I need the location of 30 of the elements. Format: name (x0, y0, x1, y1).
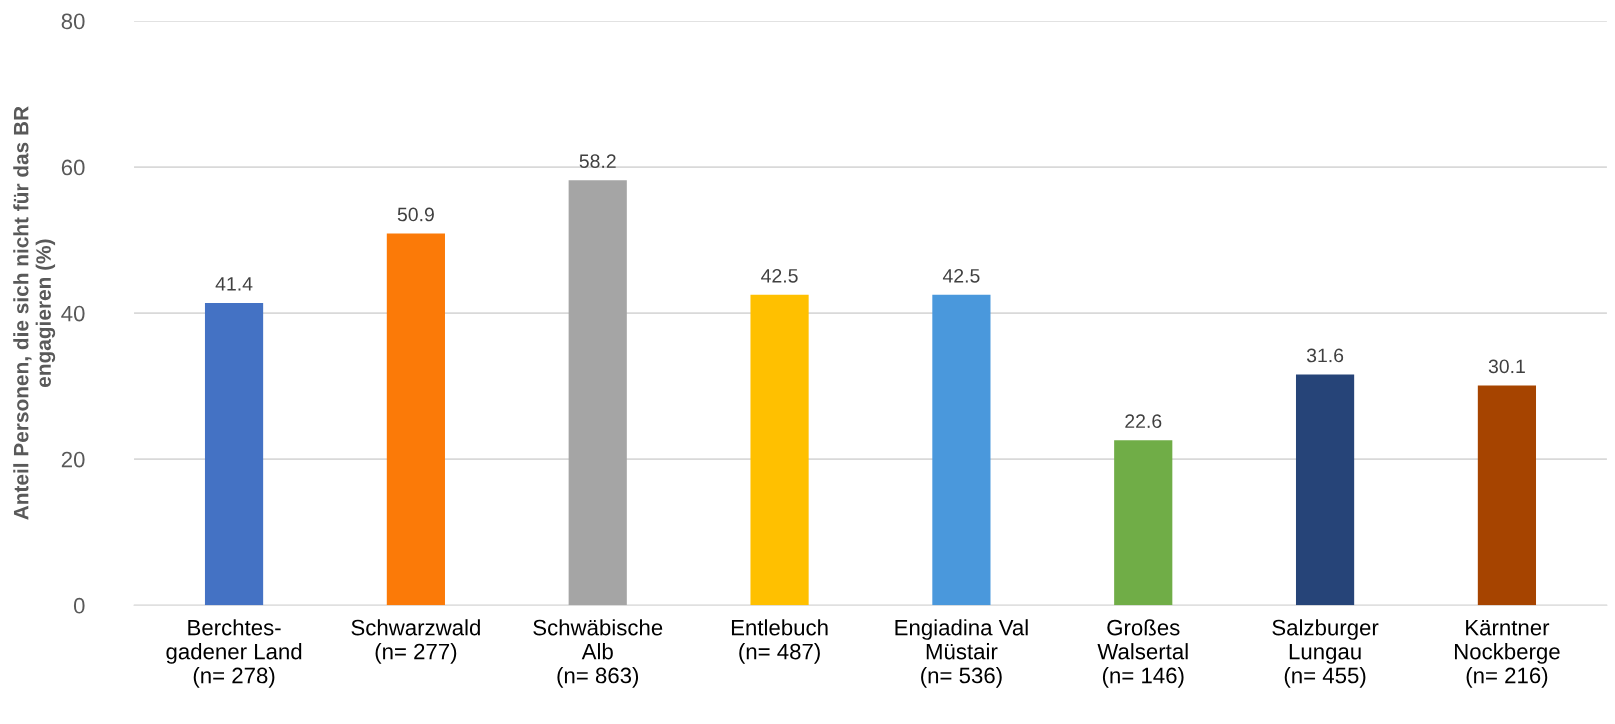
data-label: 50.9 (397, 207, 434, 222)
y-axis-title: Anteil Personen, die sich nicht für das BR engagieren (%) (13, 106, 56, 520)
bar (1295, 374, 1355, 606)
data-label: 30.1 (1488, 359, 1525, 374)
y-tick-label: 40 (61, 305, 85, 322)
x-tick-label: Schwarzwald (n= 277) (351, 619, 480, 664)
x-tick-label: Schwäbische Alb (n= 863) (533, 619, 663, 688)
x-tick-label: Entlebuch (n= 487) (731, 619, 828, 664)
x-tick-label: Engiadina Val Müstair (n= 536) (895, 619, 1028, 688)
bar (568, 180, 627, 606)
data-label: 58.2 (579, 154, 616, 169)
bar (932, 294, 991, 606)
data-label: 22.6 (1125, 414, 1162, 429)
bar (204, 302, 264, 606)
bar (750, 294, 809, 606)
x-tick-label: Kärntner Nockberge (n= 216) (1455, 619, 1560, 688)
y-tick-label: 60 (61, 159, 85, 176)
data-label: 41.4 (215, 277, 253, 291)
bar (1114, 440, 1173, 606)
x-tick-label: Großes Walsertal (n= 146) (1097, 619, 1188, 688)
y-tick-label: 0 (73, 597, 85, 614)
y-tick-label: 80 (61, 13, 85, 30)
bar (1477, 385, 1537, 606)
data-label: 42.5 (761, 268, 798, 283)
x-tick-label: Salzburger Lungau (n= 455) (1272, 619, 1379, 688)
y-tick-label: 20 (61, 451, 85, 468)
data-label: 31.6 (1306, 348, 1344, 363)
bar (386, 233, 445, 606)
x-tick-label: Berchtes- gadener Land (n= 278) (166, 619, 302, 688)
data-label: 42.5 (942, 268, 980, 283)
